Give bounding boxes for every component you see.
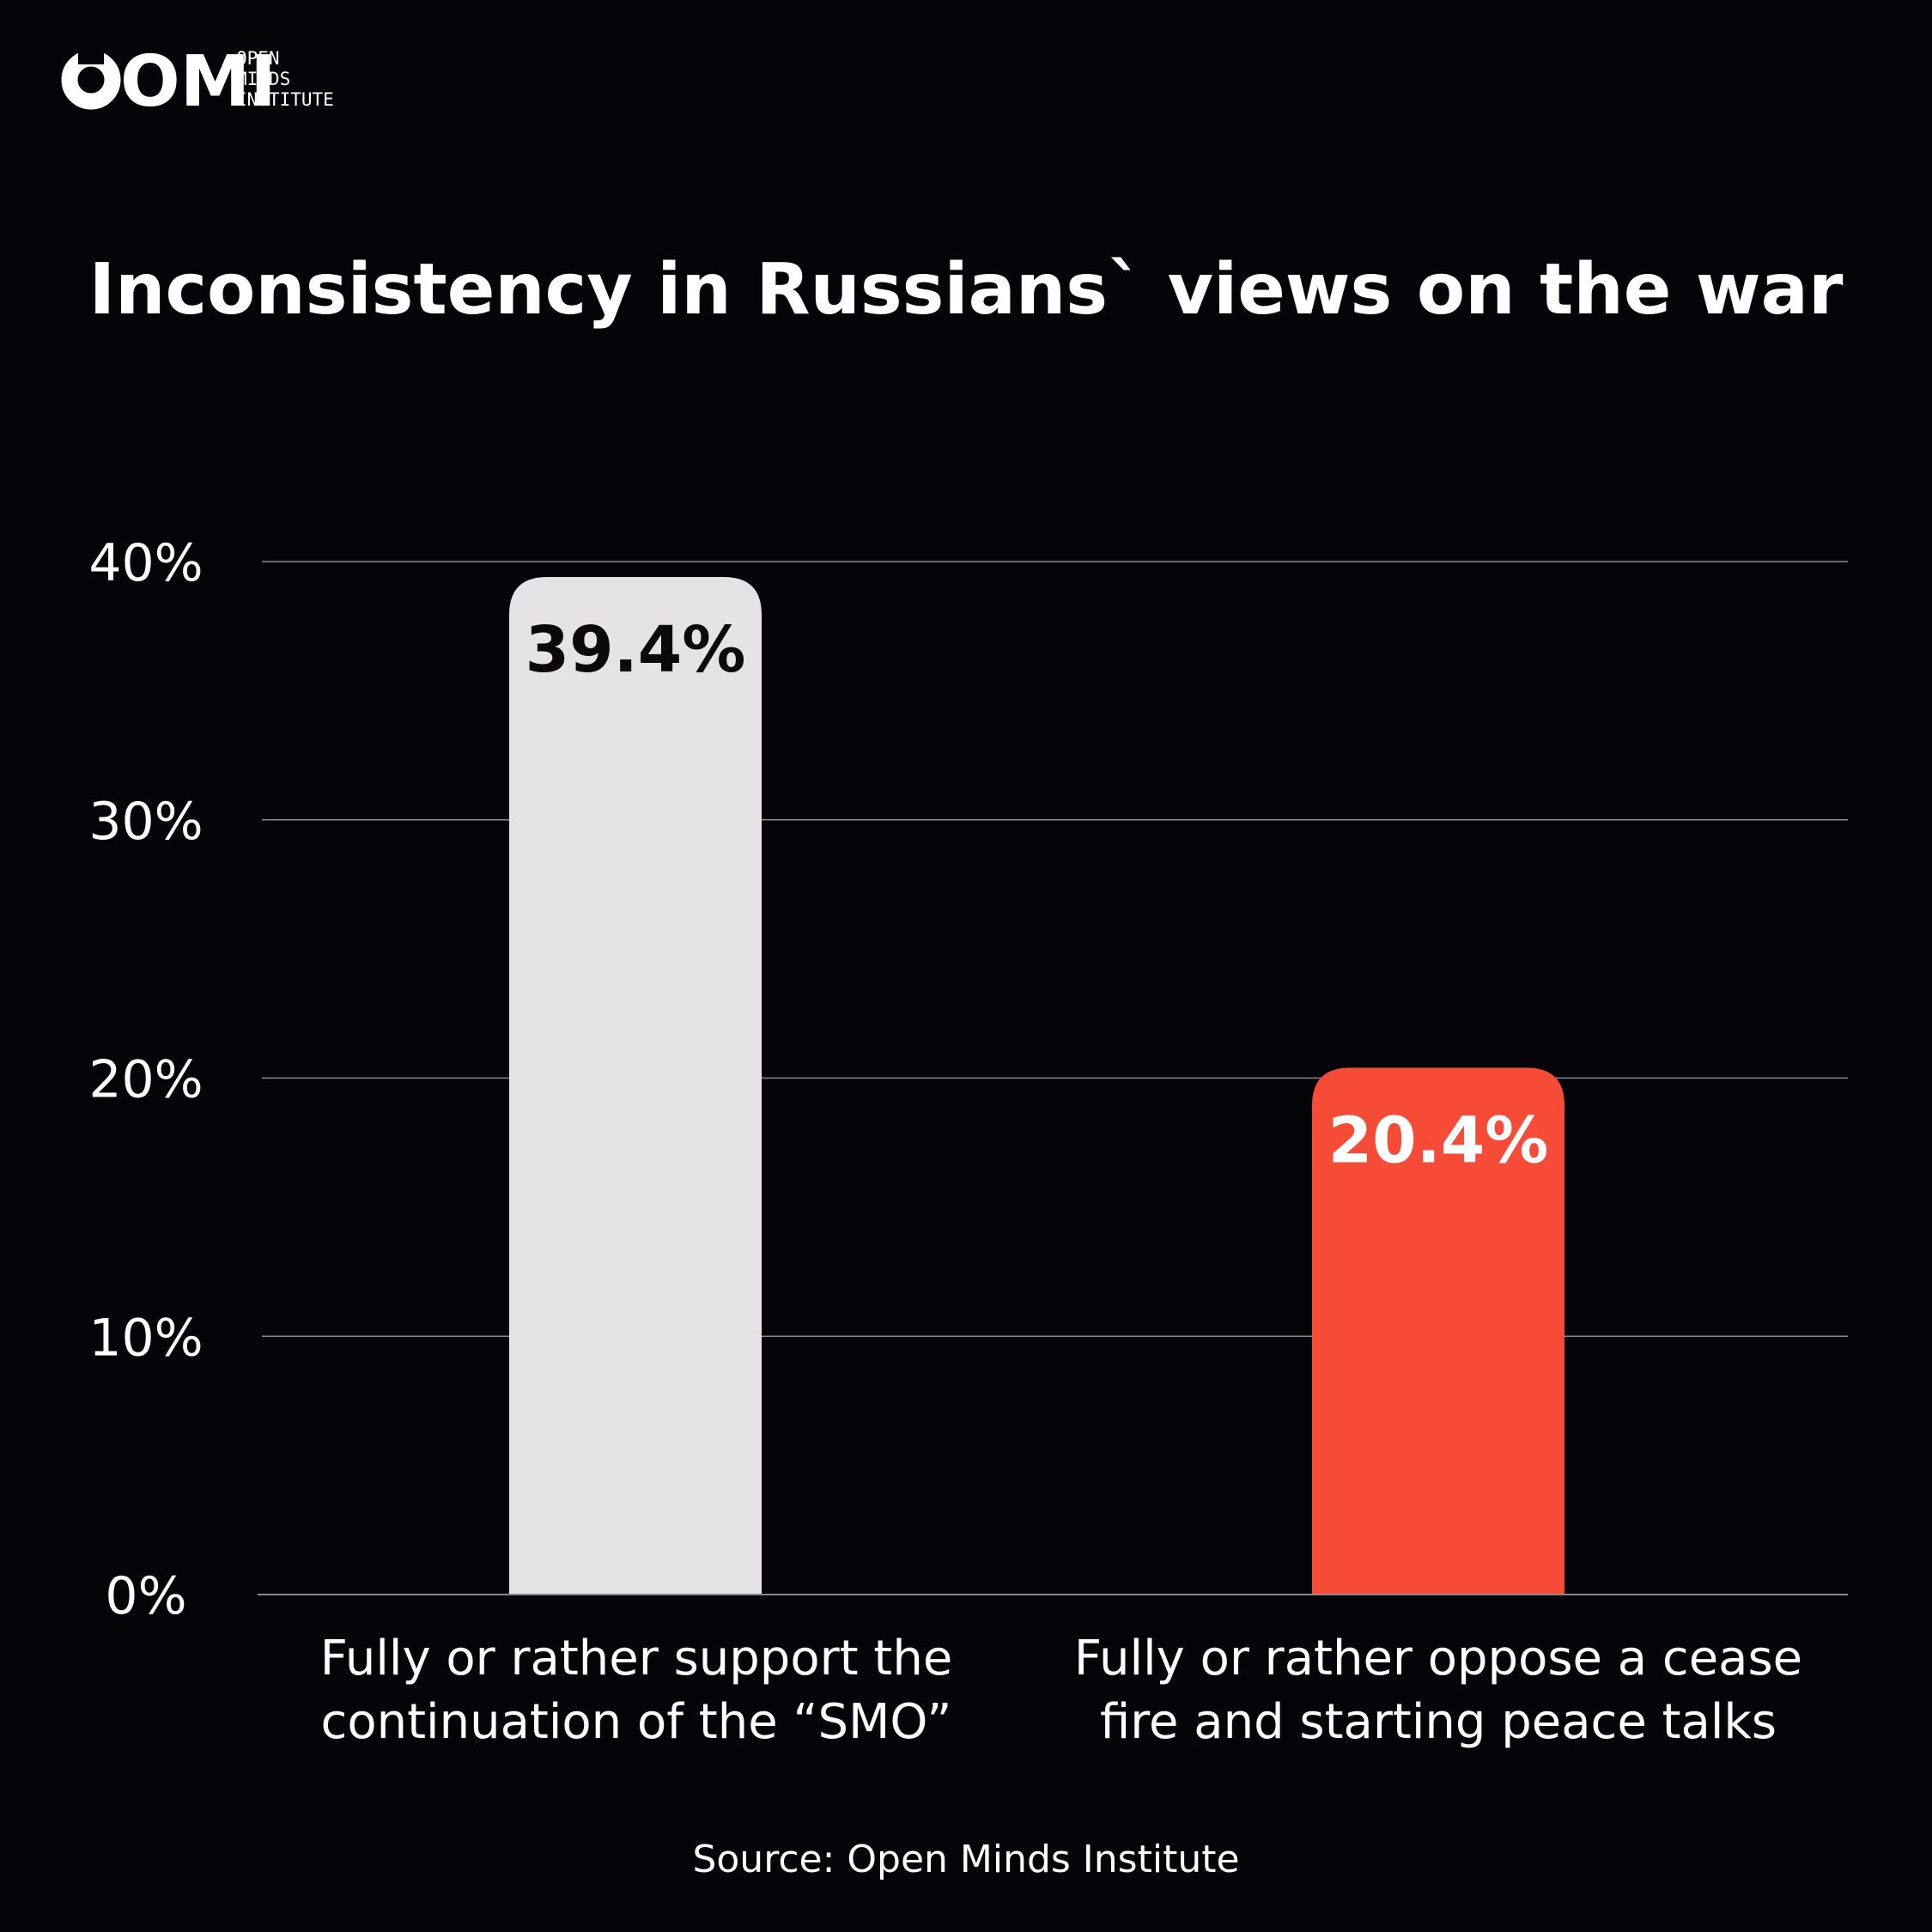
y-tick-label: 20% [88,1050,203,1110]
omi-ring-icon [61,47,121,110]
y-tick-label: 30% [88,792,203,852]
logo-text: OMI [120,41,276,123]
bar-value-label: 39.4% [526,613,746,687]
bar-value-label: 20.4% [1328,1103,1549,1177]
brand-name-line-1: OPEN [236,48,280,69]
y-tick-label: 10% [88,1308,203,1368]
y-tick-label: 40% [88,533,203,593]
chart-title: Inconsistency in Russians` views on the … [89,249,1844,331]
category-label: continuation of the “SMO” [321,1694,952,1750]
category-label: Fully or rather oppose a cease [1074,1631,1802,1686]
y-tick-label: 0% [105,1566,186,1626]
bar-value-labels: 39.4% 20.4% [526,613,1549,1177]
y-axis-ticks: 0% 10% 20% 30% 40% [88,533,203,1626]
category-labels: Fully or rather support the continuation … [320,1631,1802,1750]
brand-name-line-2: MINDS [236,69,290,89]
bar [1312,1067,1564,1595]
category-label: Fully or rather support the [320,1631,953,1686]
bars [509,577,1564,1595]
brand-name-line-3: INSTITUTE [236,89,334,110]
logo: OMI OPEN MINDS INSTITUTE [61,41,334,123]
category-label: fire and starting peace talks [1100,1694,1777,1750]
bar [509,577,762,1595]
source-note: Source: Open Minds Institute [692,1838,1239,1881]
